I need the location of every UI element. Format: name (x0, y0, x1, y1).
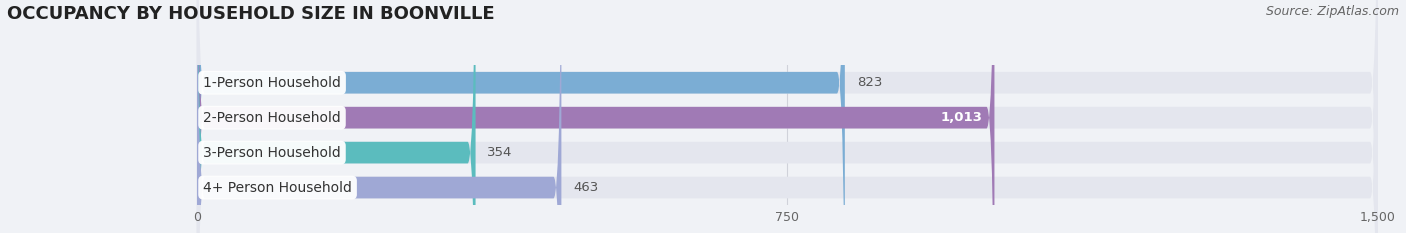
FancyBboxPatch shape (197, 0, 1378, 233)
Text: Source: ZipAtlas.com: Source: ZipAtlas.com (1265, 5, 1399, 18)
FancyBboxPatch shape (197, 0, 845, 233)
Text: 1-Person Household: 1-Person Household (202, 76, 342, 90)
FancyBboxPatch shape (197, 0, 475, 233)
Text: 1,013: 1,013 (941, 111, 983, 124)
Text: 354: 354 (488, 146, 513, 159)
FancyBboxPatch shape (197, 0, 1378, 233)
FancyBboxPatch shape (197, 0, 994, 233)
FancyBboxPatch shape (197, 0, 1378, 233)
Text: 3-Person Household: 3-Person Household (202, 146, 340, 160)
Text: 4+ Person Household: 4+ Person Household (202, 181, 352, 195)
FancyBboxPatch shape (197, 0, 561, 233)
Text: 2-Person Household: 2-Person Household (202, 111, 340, 125)
FancyBboxPatch shape (197, 0, 1378, 233)
Text: OCCUPANCY BY HOUSEHOLD SIZE IN BOONVILLE: OCCUPANCY BY HOUSEHOLD SIZE IN BOONVILLE (7, 5, 495, 23)
Text: 463: 463 (574, 181, 599, 194)
Text: 823: 823 (856, 76, 882, 89)
